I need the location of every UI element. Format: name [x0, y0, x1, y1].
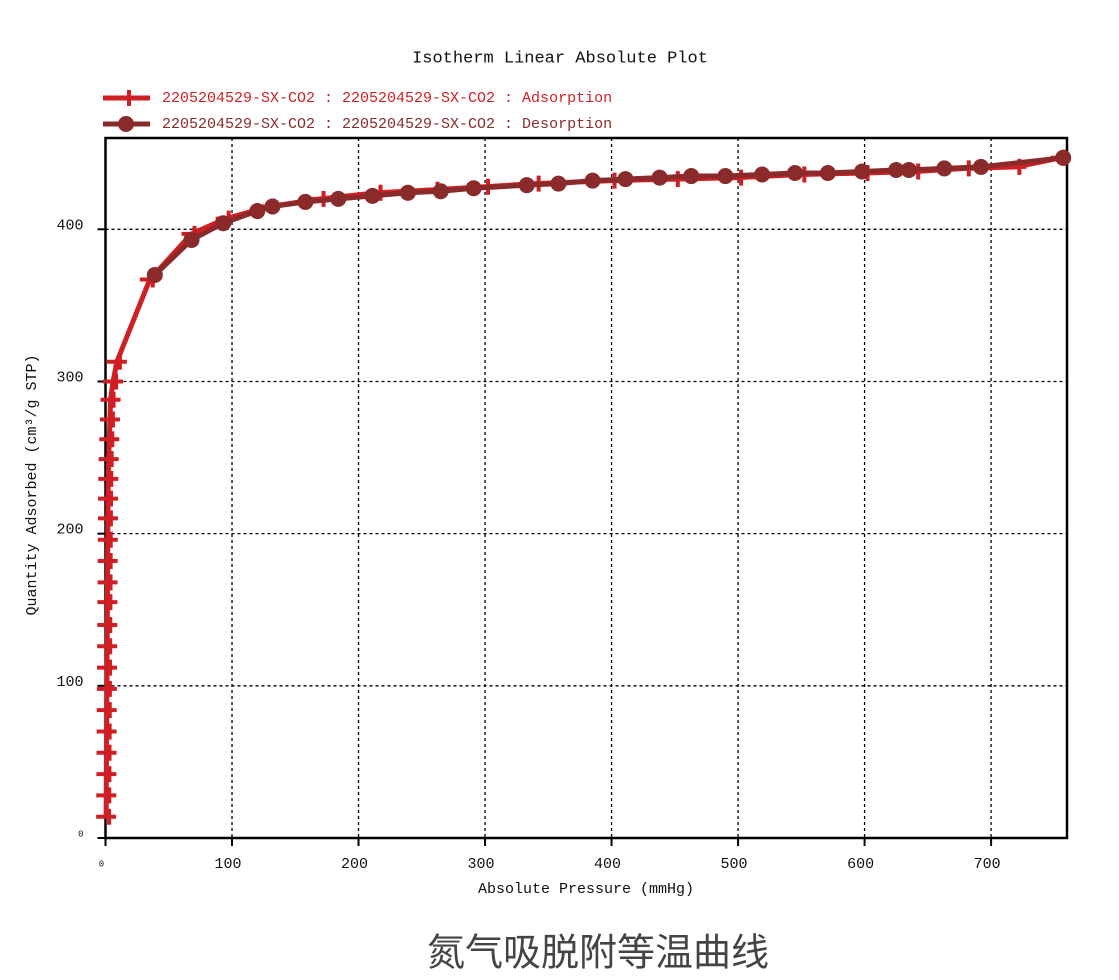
x-tick-label: 400: [594, 856, 621, 873]
point: [183, 231, 200, 248]
point: [97, 616, 118, 633]
point: [97, 531, 118, 548]
point: [936, 160, 953, 177]
point: [215, 215, 232, 232]
point: [146, 266, 163, 283]
x-tick-label: 600: [847, 856, 874, 873]
series-line: [153, 155, 1064, 277]
point: [96, 744, 117, 761]
point: [97, 659, 118, 676]
point: [465, 180, 482, 197]
x-tick-label: 300: [468, 856, 495, 873]
point: [96, 702, 117, 719]
x-tick-label: 200: [341, 856, 368, 873]
point: [103, 373, 124, 390]
point: [97, 594, 118, 611]
x-axis-label: Absolute Pressure (mmHg): [478, 881, 694, 898]
point: [96, 680, 117, 697]
point: [249, 203, 266, 220]
point: [550, 175, 567, 192]
legend-label: 2205204529-SX-CO2 : 2205204529-SX-CO2 : …: [162, 90, 612, 107]
point: [819, 165, 836, 181]
point: [717, 168, 734, 185]
legend-marker: [118, 116, 134, 132]
y-tick-label: 200: [56, 522, 83, 539]
point: [106, 353, 127, 370]
point: [97, 510, 118, 527]
point: [96, 766, 117, 783]
series-line: [103, 155, 1062, 817]
x-tick-label: 500: [721, 856, 748, 873]
point: [888, 161, 905, 178]
point: [972, 158, 989, 175]
point: [786, 165, 803, 181]
point: [683, 168, 700, 185]
point: [97, 574, 118, 591]
point: [432, 183, 449, 200]
point: [617, 171, 634, 188]
point: [96, 787, 117, 804]
point: [98, 451, 119, 468]
point: [900, 161, 917, 178]
point: [330, 190, 347, 207]
y-tick-label: 400: [56, 217, 83, 234]
point: [754, 166, 771, 183]
y-tick-label: 300: [56, 369, 83, 386]
point: [651, 169, 668, 186]
caption: 氮气吸脱附等温曲线: [427, 931, 769, 975]
y-axis-label: Quantity Adsorbed (cm³/g STP): [24, 354, 41, 615]
point: [97, 553, 118, 570]
point: [98, 490, 119, 507]
point: [98, 470, 119, 487]
chart-title: Isotherm Linear Absolute Plot: [412, 49, 708, 68]
legend-label: 2205204529-SX-CO2 : 2205204529-SX-CO2 : …: [162, 116, 612, 133]
point: [518, 177, 535, 194]
point: [97, 638, 118, 655]
point: [1055, 149, 1072, 166]
point: [264, 198, 281, 215]
point: [100, 391, 121, 408]
point: [96, 723, 117, 740]
point: [399, 184, 416, 201]
point: [99, 431, 120, 448]
x-tick-label: 700: [974, 856, 1001, 873]
point: [854, 163, 871, 180]
x-tick-label: 0: [99, 859, 104, 869]
point: [364, 187, 381, 204]
y-tick-label: 100: [56, 674, 83, 691]
plot-frame: [104, 136, 1069, 840]
point: [96, 808, 117, 825]
point: [297, 193, 314, 210]
x-tick-label: 100: [215, 856, 242, 873]
point: [584, 172, 601, 189]
point: [99, 411, 120, 428]
y-tick-label: 0: [78, 829, 83, 839]
